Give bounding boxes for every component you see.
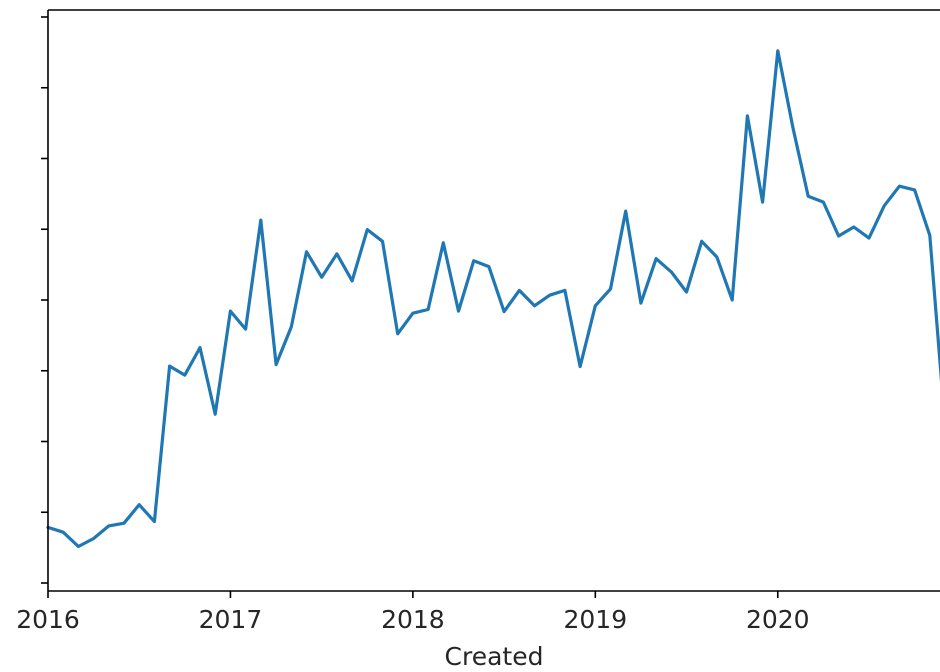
y-axis-ticks (41, 16, 48, 584)
x-axis-label: Created (445, 642, 544, 671)
x-tick-label: 2020 (746, 605, 810, 634)
x-tick-label: 2019 (564, 605, 628, 634)
x-tick-label: 2018 (381, 605, 445, 634)
series-line (46, 49, 940, 549)
x-tick-label: 2016 (16, 605, 80, 634)
x-axis-tick-labels: 2016 2017 2018 2019 2020 (16, 605, 809, 634)
x-tick-label: 2017 (199, 605, 263, 634)
x-axis-ticks (47, 591, 779, 598)
